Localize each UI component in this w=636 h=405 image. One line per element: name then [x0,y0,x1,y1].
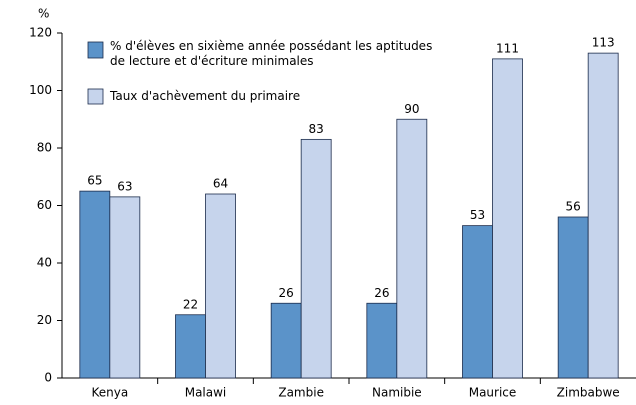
bar [396,118,428,379]
bar [205,193,236,379]
bar [79,190,111,379]
x-tick-label: Malawi [185,386,227,400]
y-tick-label: 80 [37,141,52,155]
legend-swatch [87,88,104,105]
y-tick-label: 100 [29,83,52,97]
y-tick-label: 120 [29,26,52,40]
x-tick-label: Kenya [91,386,128,400]
y-axis-label: % [38,7,49,21]
y-tick-label: 60 [37,198,52,212]
data-label: 113 [592,36,615,50]
x-tick-label: Maurice [469,386,517,400]
x-tick-label: Zimbabwe [557,386,620,400]
data-label: 83 [309,122,324,136]
data-label: 64 [213,177,228,191]
bar [557,216,589,379]
x-tick-label: Zambie [278,386,324,400]
data-label: 53 [470,208,485,222]
data-label: 26 [374,286,389,300]
data-label: 26 [279,286,294,300]
y-tick-label: 40 [37,256,52,270]
data-label: 63 [117,179,132,193]
bar [366,302,398,379]
legend-label: % d'élèves en sixième année possédant le… [110,39,433,68]
bar [270,302,302,379]
data-label: 111 [496,41,519,55]
bar [492,58,523,379]
x-tick-label: Namibie [372,386,422,400]
bar [300,138,332,379]
data-label: 90 [404,102,419,116]
legend-label: Taux d'achèvement du primaire [110,89,301,103]
bar [587,52,619,379]
bar [462,225,493,379]
data-label: 22 [183,297,198,311]
y-tick-label: 20 [37,313,52,327]
bar [109,196,141,379]
bar [175,314,206,379]
data-label: 56 [566,200,581,214]
legend-swatch [87,41,104,59]
data-label: 65 [87,174,102,188]
y-tick-label: 0 [44,371,52,385]
